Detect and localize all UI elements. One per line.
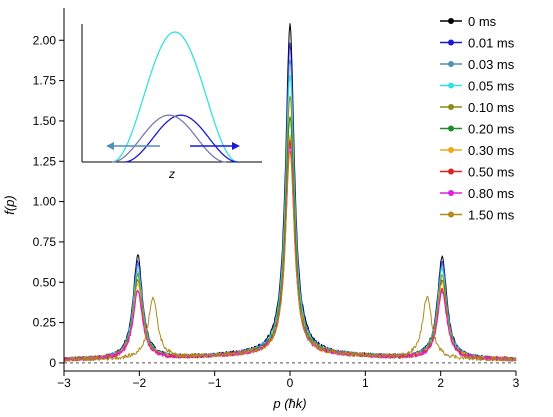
x-tick-label: −3: [57, 376, 71, 390]
inset-x-label: z: [168, 167, 175, 181]
series-layer: [63, 23, 517, 362]
y-axis-label: f(p): [2, 195, 17, 215]
legend-swatch-marker: [448, 147, 454, 153]
series-line: [63, 95, 517, 362]
legend-swatch-marker: [448, 104, 454, 110]
inset-arrowhead-right: [232, 142, 240, 150]
series-line: [63, 134, 517, 362]
series-line: [63, 59, 517, 361]
series-line: [63, 150, 517, 362]
y-tick-label: 0: [49, 356, 56, 370]
legend-swatch-marker: [448, 125, 454, 132]
legend-swatch-marker: [448, 168, 454, 175]
legend-label: 0.30 ms: [468, 143, 515, 158]
series-line: [63, 74, 517, 362]
x-axis-label: p (ħk): [272, 396, 306, 411]
series-line: [63, 145, 517, 362]
legend-swatch-marker: [448, 211, 454, 218]
legend-swatch-marker: [448, 18, 454, 24]
inset-curve: [124, 114, 238, 163]
legend-label: 0.05 ms: [468, 79, 515, 94]
legend-label: 1.50 ms: [468, 208, 515, 223]
inset-arrowhead-left: [106, 142, 114, 150]
x-tick-label: 3: [513, 376, 520, 390]
y-tick-label: 2.00: [33, 33, 57, 47]
legend-swatch-marker: [448, 39, 454, 46]
legend: 0 ms 0.01 ms 0.03 ms 0.05 ms 0.10 ms 0.20 ms 0…: [440, 14, 515, 223]
x-tick-label: −2: [132, 376, 146, 390]
x-tick-label: −1: [208, 376, 222, 390]
x-tick-label: 2: [437, 376, 444, 390]
legend-label: 0.50 ms: [468, 165, 515, 180]
inset-curve: [112, 114, 226, 163]
x-tick-label: 1: [362, 376, 369, 390]
x-tick-label: 0: [287, 376, 294, 390]
y-tick-label: 1.50: [33, 114, 57, 128]
axes-layer: −3 −2 −1 0 1 2 3 0 0.25 0.50 0.75 1.00 1.25 1.50 1.75 2…: [33, 8, 520, 390]
legend-label: 0 ms: [468, 14, 497, 29]
legend-swatch-marker: [448, 82, 454, 89]
y-tick-label: 1.75: [33, 74, 57, 88]
legend-swatch-marker: [448, 61, 454, 67]
legend-label: 0.20 ms: [468, 122, 515, 137]
y-tick-label: 1.00: [33, 195, 57, 209]
series-line: [63, 23, 517, 362]
y-tick-label: 0.25: [33, 316, 57, 330]
legend-label: 0.10 ms: [468, 100, 515, 115]
legend-swatch-marker: [448, 190, 454, 196]
legend-label: 0.01 ms: [468, 36, 515, 51]
y-tick-label: 1.25: [33, 154, 57, 168]
legend-label: 0.80 ms: [468, 186, 515, 201]
legend-label: 0.03 ms: [468, 57, 515, 72]
y-tick-label: 0.75: [33, 235, 57, 249]
y-tick-label: 0.50: [33, 275, 57, 289]
inset: z: [81, 24, 262, 181]
inset-curve: [111, 31, 239, 163]
